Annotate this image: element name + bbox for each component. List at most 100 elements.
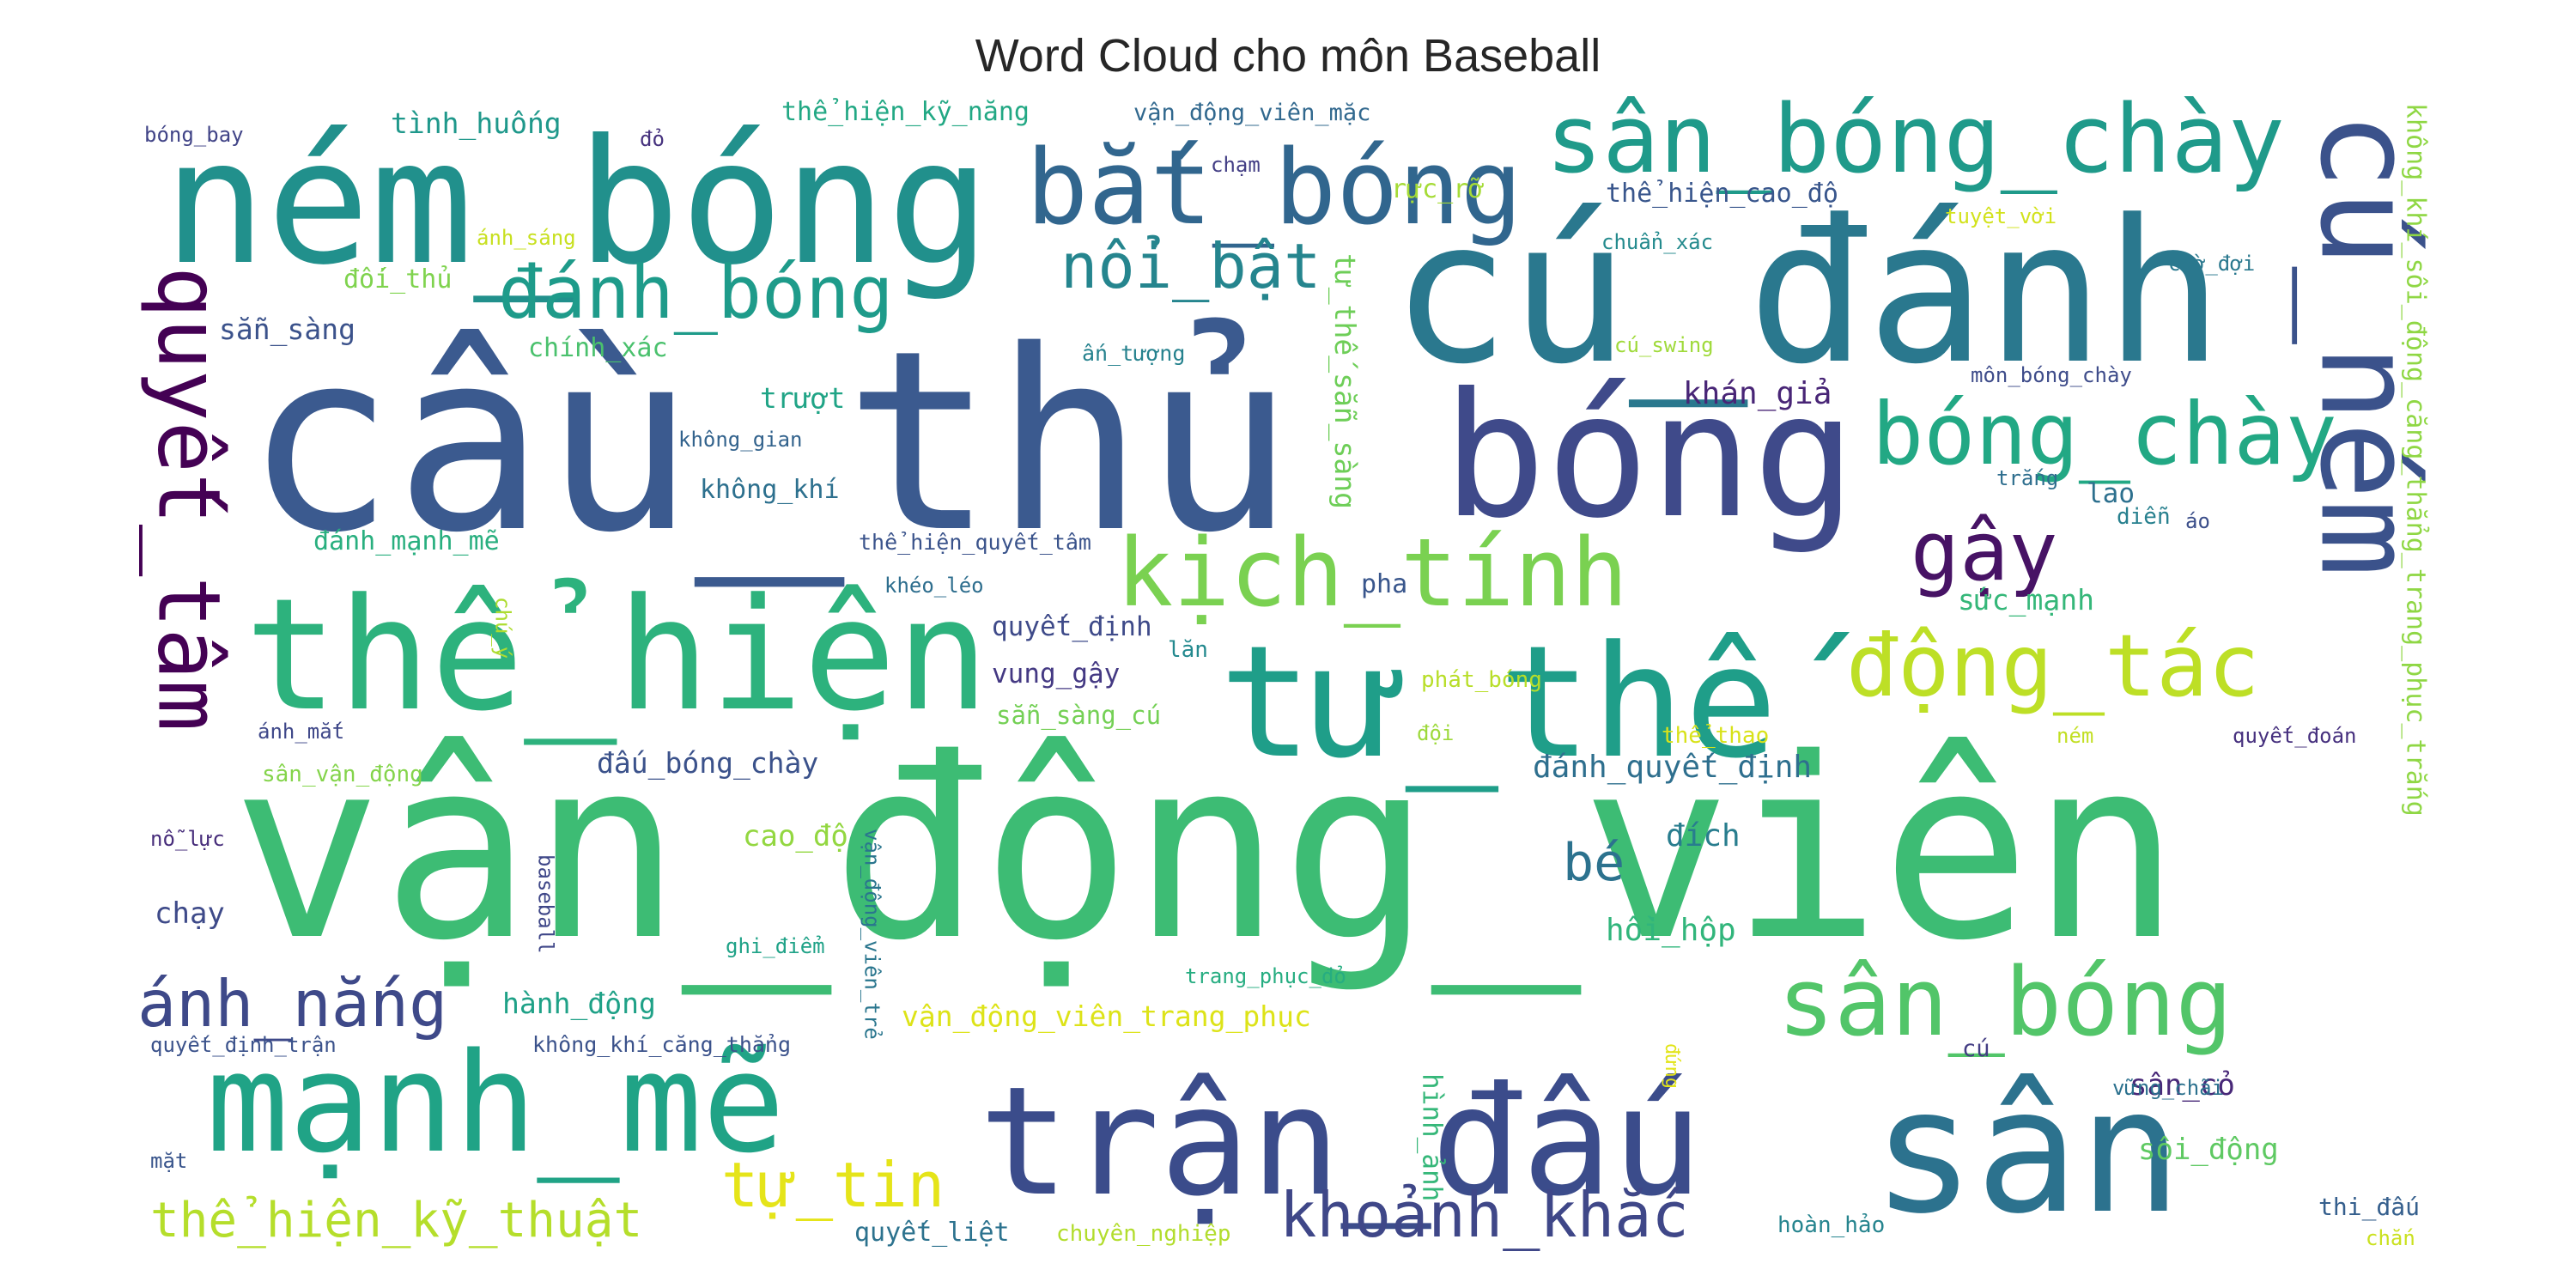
word-cú-swing: cú_swing <box>1614 333 1714 357</box>
word-bé: bé <box>1563 833 1625 893</box>
word-quyết-liệt: quyết_liệt <box>854 1218 1010 1248</box>
word-chú-ý: chú_ý <box>490 597 514 659</box>
word-kịch-tính: kịch_tính <box>1116 518 1628 628</box>
word-chạm: chạm <box>1211 153 1261 177</box>
word-tư-thế: tư_thế <box>1219 613 1850 793</box>
word-vững-chãi: vững_chãi <box>2112 1076 2224 1100</box>
word-hồi-hộp: hồi_hộp <box>1606 913 1736 948</box>
word-thi-đấu: thi_đấu <box>2318 1193 2420 1222</box>
word-vận-động-viên-trang-phục: vận_động_viên_trang_phục <box>902 999 1311 1034</box>
word-trắng: trắng <box>1996 466 2058 490</box>
word-sẵn-sàng: sẵn_sàng <box>219 313 355 347</box>
word-cú-đánh: cú_đánh <box>1391 179 2223 408</box>
word-đích: đích <box>1666 818 1741 854</box>
word-đối-thủ: đối_thủ <box>343 264 452 295</box>
word-sức-mạnh: sức_mạnh <box>1958 583 2094 617</box>
word-đứng: đứng <box>1661 1043 1682 1089</box>
word-quyết-tâm: quyết_tâm <box>139 266 240 732</box>
word-ném-bóng: ném_bóng <box>163 103 990 303</box>
chart-title: Word Cloud cho môn Baseball <box>975 30 1601 82</box>
word-bóng-chày: bóng_chày <box>1872 384 2337 484</box>
word-không-gian: không_gian <box>678 428 803 452</box>
word-cao-độ: cao_độ <box>743 819 848 854</box>
word-ném: ném <box>2057 724 2093 748</box>
word-tuyệt-vời: tuyệt_vời <box>1945 204 2057 228</box>
word-thể-hiện: thể_hiện <box>245 566 989 745</box>
word-đỏ: đỏ <box>640 127 665 151</box>
word-trang-phục-đỏ: trang_phục_đỏ <box>1185 964 1346 988</box>
word-sân-vận-động: sân_vận_động <box>262 762 423 787</box>
word-diễn: diễn <box>2117 504 2171 530</box>
word-hoàn-hảo: hoàn_hảo <box>1777 1212 1885 1238</box>
word-rực-rỡ: rực_rỡ <box>1391 174 1484 204</box>
word-tự-tin: tự_tin <box>721 1149 945 1221</box>
word-chắn: chắn <box>2366 1226 2415 1250</box>
word-ghi-điểm: ghi_điểm <box>726 934 825 958</box>
word-vận-động-viên-trẻ: vận_động_viên_trẻ <box>860 829 884 1040</box>
word-cầu-thủ: cầu_thủ <box>245 298 1294 591</box>
word-vung-gậy: vung_gậy <box>992 659 1120 690</box>
word-mặt: mặt <box>150 1149 187 1173</box>
word-trận-đấu: trận_đấu <box>979 1055 1703 1230</box>
word-bắt-bóng: bắt_bóng <box>1026 129 1522 248</box>
word-phát-bóng: phát_bóng <box>1421 667 1542 693</box>
word-vận-động-viên-mặc: vận_động_viên_mặc <box>1133 100 1370 126</box>
word-pha: pha <box>1361 569 1407 599</box>
word-khán-giả: khán_giả <box>1683 376 1832 411</box>
word-mạnh-mẽ: mạnh_mẽ <box>206 1023 785 1183</box>
word-áo: áo <box>2185 509 2210 533</box>
word-thể-thao: thể_thao <box>1662 723 1769 749</box>
word-quyết-định: quyết_định <box>992 611 1152 642</box>
word-chạy: chạy <box>155 896 225 931</box>
word-môn-bóng-chày: môn_bóng_chày <box>1971 363 2132 387</box>
word-đánh-mạnh-mẽ: đánh_mạnh_mẽ <box>313 526 500 556</box>
word-tư-thế-sẵn-sàng: tư_thế_sẵn_sàng <box>1327 253 1362 509</box>
word-ấn-tượng: ấn_tượng <box>1082 341 1185 366</box>
word-đội: đội <box>1417 721 1454 745</box>
word-khoảnh-khắc: khoảnh_khắc <box>1279 1179 1689 1251</box>
word-không-khí-căng-thẳng: không_khí_căng_thẳng <box>532 1032 791 1057</box>
word-không-khí-sôi-động-căng-thẳng-trang-phục-trắng: không_khí_sôi_động_căng_thẳng_trang_phục… <box>2400 103 2430 817</box>
word-khéo-léo: khéo_léo <box>884 574 984 598</box>
word-nỗ-lực: nỗ_lực <box>150 827 225 851</box>
word-sân: sân <box>1872 1052 2182 1252</box>
word-động-tác: động_tác <box>1846 616 2260 716</box>
word-đấu-bóng-chày: đấu_bóng_chày <box>597 746 818 781</box>
word-baseball: baseball <box>533 854 557 954</box>
word-cú-ném: cú_ném <box>2292 112 2441 577</box>
word-tình-huống: tình_huống <box>391 106 562 141</box>
word-thể-hiện-kỹ-năng: thể_hiện_kỹ_năng <box>781 97 1030 127</box>
word-đánh-quyết-định: đánh_quyết_định <box>1533 750 1812 785</box>
word-hành-động: hành_động <box>502 987 656 1021</box>
word-lao: lao <box>2087 478 2135 509</box>
word-không-khí: không_khí <box>700 475 840 505</box>
word-sân-bóng-chày: sân_bóng_chày <box>1546 84 2285 194</box>
word-ánh-mắt: ánh_mắt <box>258 720 344 744</box>
word-bóng-bay: bóng_bay <box>144 123 244 147</box>
word-sân-bóng: sân_bóng <box>1777 947 2233 1057</box>
word-cú: cú <box>1962 1036 1990 1062</box>
word-trượt: trượt <box>760 381 845 415</box>
word-chính-xác: chính_xác <box>528 333 668 363</box>
word-sẵn-sàng-cú: sẵn_sàng_cú <box>996 701 1161 731</box>
word-nổi-bật: nổi_bật <box>1060 230 1321 302</box>
word-ánh-nắng: ánh_nắng <box>137 966 447 1042</box>
word-sân-cỏ: sân_cỏ <box>2129 1068 2235 1103</box>
word-ánh-sáng: ánh_sáng <box>477 226 576 250</box>
word-thể-hiện-quyết-tâm: thể_hiện_quyết_tâm <box>859 530 1091 555</box>
word-đánh-bóng: đánh_bóng <box>498 251 894 336</box>
word-hình-ảnh: hình_ảnh <box>1417 1073 1448 1201</box>
word-chuẩn-xác: chuẩn_xác <box>1601 230 1713 254</box>
word-quyết-định-trận: quyết_định_trận <box>150 1033 337 1057</box>
word-chờ-đợi: chờ_đợi <box>2168 252 2255 276</box>
word-gậy: gậy <box>1911 505 2058 599</box>
word-chuyên-nghiệp: chuyên_nghiệp <box>1056 1221 1231 1247</box>
word-vận-động-viên: vận_động_viên <box>232 706 2181 999</box>
word-lăn: lăn <box>1168 637 1208 663</box>
word-sôi-động: sôi_động <box>2138 1133 2279 1167</box>
word-quyết-đoán: quyết_đoán <box>2233 724 2357 748</box>
word-thể-hiện-cao-độ: thể_hiện_cao_độ <box>1606 179 1838 209</box>
word-bóng: bóng <box>1443 356 1856 556</box>
